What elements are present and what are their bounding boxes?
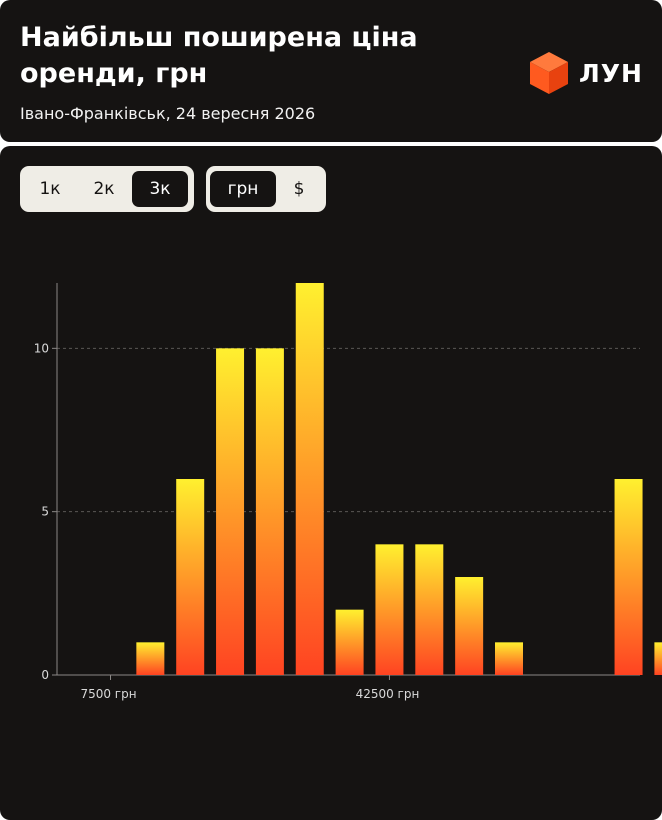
bar[interactable] <box>216 348 245 675</box>
brand-logo: ЛУН <box>528 50 643 96</box>
brand-name: ЛУН <box>579 58 643 88</box>
rooms-1-button[interactable]: 1к <box>39 179 61 199</box>
rooms-2-button[interactable]: 2к <box>93 179 115 199</box>
bar[interactable] <box>455 577 484 675</box>
bar[interactable] <box>255 348 284 675</box>
bar[interactable] <box>614 479 643 675</box>
bar[interactable] <box>295 283 324 675</box>
chart-card: 1к 2к 3к грн $ 0 5 10 7500 грн 42500 грн <box>0 146 662 820</box>
histogram-chart: 0 5 10 7500 грн 42500 грн <box>34 283 662 701</box>
tick-labels: 0 5 10 7500 грн 42500 грн <box>34 341 420 701</box>
currency-uah-button[interactable]: грн <box>210 171 276 207</box>
bar[interactable] <box>375 544 404 675</box>
bar[interactable] <box>654 642 662 675</box>
page-subtitle: Івано-Франківськ, 24 вересня 2026 <box>20 104 316 123</box>
bar[interactable] <box>495 642 523 675</box>
x-tick-label: 42500 грн <box>356 687 420 701</box>
cube-icon <box>530 52 568 94</box>
bar[interactable] <box>176 479 205 675</box>
room-count-toggle: 1к 2к 3к <box>20 166 194 212</box>
grid-lines <box>57 347 640 513</box>
bar[interactable] <box>335 609 364 675</box>
bars <box>136 283 662 675</box>
x-tick-label: 7500 грн <box>80 687 136 701</box>
y-tick-label: 0 <box>41 668 49 682</box>
bar[interactable] <box>415 544 444 675</box>
y-tick-label: 5 <box>41 505 49 519</box>
currency-toggle: грн $ <box>206 166 326 212</box>
rooms-3-button[interactable]: 3к <box>132 171 188 207</box>
header-card: Найбільш поширена ціна оренди, грн Івано… <box>0 0 662 142</box>
page-title: Найбільш поширена ціна оренди, грн <box>20 22 418 89</box>
currency-usd-button[interactable]: $ <box>293 179 305 199</box>
y-tick-label: 10 <box>34 341 49 355</box>
bar[interactable] <box>136 642 165 675</box>
